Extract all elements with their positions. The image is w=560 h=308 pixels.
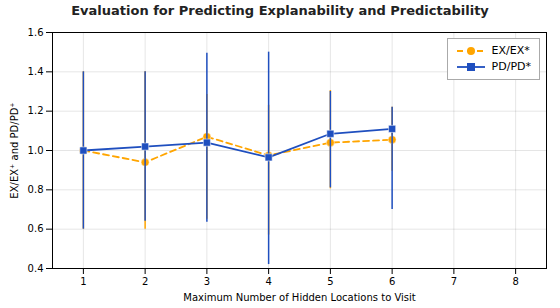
svg-text:0.6: 0.6 bbox=[28, 223, 44, 234]
svg-text:0.8: 0.8 bbox=[28, 184, 44, 195]
svg-text:1.4: 1.4 bbox=[28, 66, 44, 77]
svg-text:4: 4 bbox=[265, 276, 271, 287]
html-text:Evaluation for Predicting Expl: Evaluation for Predicting Explanability … bbox=[71, 3, 489, 18]
svg-text:7: 7 bbox=[451, 276, 457, 287]
svg-text:Maximum Number of Hidden Locat: Maximum Number of Hidden Locations to Vi… bbox=[183, 292, 416, 303]
html-text:PD/PD*: PD/PD* bbox=[491, 60, 531, 73]
svg-text:3: 3 bbox=[204, 276, 210, 287]
svg-text:1.0: 1.0 bbox=[28, 145, 44, 156]
svg-text:6: 6 bbox=[389, 276, 395, 287]
svg-text:1: 1 bbox=[80, 276, 86, 287]
svg-text:5: 5 bbox=[327, 276, 333, 287]
svg-text:1.6: 1.6 bbox=[28, 27, 44, 38]
svg-text:0.4: 0.4 bbox=[28, 263, 44, 274]
svg-text:EX/EX⁺ and PD/PD⁺: EX/EX⁺ and PD/PD⁺ bbox=[9, 102, 20, 198]
svg-text:8: 8 bbox=[512, 276, 518, 287]
svg-text:1.2: 1.2 bbox=[28, 105, 44, 116]
html-text:EX/EX*: EX/EX* bbox=[491, 44, 530, 57]
svg-text:2: 2 bbox=[142, 276, 148, 287]
